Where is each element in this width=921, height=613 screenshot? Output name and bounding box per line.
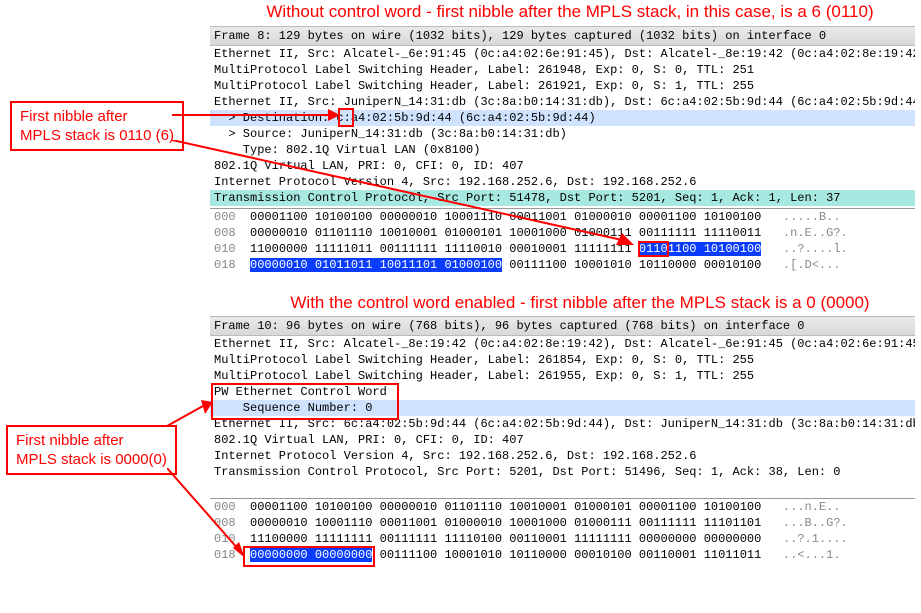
hex-row[interactable]: 008 00000010 01101110 10010001 01000101 … <box>210 225 915 241</box>
hex-bits-inv: 1100 10100100 <box>668 242 762 256</box>
hex-ascii: .n.E..G?. <box>783 226 848 240</box>
proto-line[interactable]: MultiProtocol Label Switching Header, La… <box>210 368 915 384</box>
callout-line: MPLS stack is 0110 (6) <box>20 127 174 144</box>
hex-bits-inv: 00000000 00000000 <box>250 548 372 562</box>
proto-line[interactable]: MultiProtocol Label Switching Header, La… <box>210 62 915 78</box>
type-line[interactable]: Type: 802.1Q Virtual LAN (0x8100) <box>210 142 915 158</box>
frame-summary-2: Frame 10: 96 bytes on wire (768 bits), 9… <box>210 316 915 336</box>
hex-ascii: ...n.E.. <box>783 500 841 514</box>
cw-line[interactable]: PW Ethernet Control Word <box>210 384 915 400</box>
ip-line[interactable]: Internet Protocol Version 4, Src: 192.16… <box>210 448 915 464</box>
hex-row[interactable]: 018 00000010 01011011 10011101 01000100 … <box>210 257 915 273</box>
proto-line[interactable]: Ethernet II, Src: Alcatel-_8e:19:42 (0c:… <box>210 336 915 352</box>
hex-pane-2: 000 00001100 10100100 00000010 01101110 … <box>210 498 915 563</box>
hex-bits: 0000 00000000 <box>668 532 762 546</box>
hex-bits: 11100000 11111111 00111111 11110100 0011… <box>250 532 639 546</box>
hex-row[interactable]: 010 11000000 11111011 00111111 11110010 … <box>210 241 915 257</box>
callout-line: First nibble after <box>16 432 124 449</box>
hex-bits: 00000010 01101110 10010001 01000101 1000… <box>250 226 761 240</box>
ip-line[interactable]: Internet Protocol Version 4, Src: 192.16… <box>210 174 915 190</box>
source-line[interactable]: > Source: JuniperN_14:31:db (3c:8a:b0:14… <box>210 126 915 142</box>
hex-row[interactable]: 010 11100000 11111111 00111111 11110100 … <box>210 531 915 547</box>
hex-row[interactable]: 018 00000000 00000000 00111100 10001010 … <box>210 547 915 563</box>
nibble-highlight-2: 0000 <box>639 532 668 546</box>
proto-line[interactable]: Ethernet II, Src: JuniperN_14:31:db (3c:… <box>210 94 915 110</box>
nibble-highlight: 0110 <box>639 242 668 256</box>
seq-line[interactable]: Sequence Number: 0 <box>210 400 915 416</box>
hex-offset: 010 <box>214 532 236 546</box>
hex-bits: 00001100 10100100 00000010 01101110 1001… <box>250 500 761 514</box>
hex-bits: 00001100 10100100 00000010 10001110 0001… <box>250 210 761 224</box>
callout-line: First nibble after <box>20 108 128 125</box>
hex-ascii: .[.D<... <box>783 258 841 272</box>
hex-ascii: ..<...1. <box>783 548 841 562</box>
hex-ascii: .....B.. <box>783 210 841 224</box>
tcp-line[interactable]: Transmission Control Protocol, Src Port:… <box>210 464 915 480</box>
hex-row[interactable]: 008 00000010 10001110 00011001 01000010 … <box>210 515 915 531</box>
proto-line[interactable]: MultiProtocol Label Switching Header, La… <box>210 352 915 368</box>
hex-ascii: ..?....l. <box>783 242 848 256</box>
proto-line[interactable]: Ethernet II, Src: Alcatel-_6e:91:45 (0c:… <box>210 46 915 62</box>
hex-bits: 00111100 10001010 10110000 00010100 0011… <box>372 548 761 562</box>
vlan-line[interactable]: 802.1Q Virtual LAN, PRI: 0, CFI: 0, ID: … <box>210 158 915 174</box>
decode-pane-1: Frame 8: 129 bytes on wire (1032 bits), … <box>210 26 915 206</box>
hex-bits-inv: 00000010 01011011 10011101 01000100 <box>250 258 502 272</box>
hex-offset: 018 <box>214 548 236 562</box>
proto-line[interactable]: MultiProtocol Label Switching Header, La… <box>210 78 915 94</box>
destination-line[interactable]: > Destination: c:a4:02:5b:9d:44 (6c:a4:0… <box>210 110 915 126</box>
heading-top: Without control word - first nibble afte… <box>220 2 920 22</box>
hex-pane-1: 000 00001100 10100100 00000010 10001110 … <box>210 208 915 273</box>
heading-bottom: With the control word enabled - first ni… <box>250 293 910 313</box>
hex-ascii: ..?.1.... <box>783 532 848 546</box>
hex-bits: 00000010 10001110 00011001 01000010 1000… <box>250 516 761 530</box>
dest-prefix: > Destination: <box>214 111 336 125</box>
inner-eth-line[interactable]: Ethernet II, Src: 6c:a4:02:5b:9d:44 (6c:… <box>210 416 915 432</box>
hex-row[interactable]: 000 00001100 10100100 00000010 01101110 … <box>210 499 915 515</box>
callout-top: First nibble after MPLS stack is 0110 (6… <box>10 101 184 151</box>
callout-line: MPLS stack is 0000(0) <box>16 451 167 468</box>
dest-rest: c:a4:02:5b:9d:44 (6c:a4:02:5b:9d:44) <box>336 111 595 125</box>
callout-bottom: First nibble after MPLS stack is 0000(0) <box>6 425 177 475</box>
hex-bits: 11000000 11111011 00111111 11110010 0001… <box>250 242 639 256</box>
frame-summary-1: Frame 8: 129 bytes on wire (1032 bits), … <box>210 26 915 46</box>
vlan-line[interactable]: 802.1Q Virtual LAN, PRI: 0, CFI: 0, ID: … <box>210 432 915 448</box>
hex-offset: 008 <box>214 516 236 530</box>
hex-offset: 000 <box>214 500 236 514</box>
hex-offset: 000 <box>214 210 236 224</box>
hex-row[interactable]: 000 00001100 10100100 00000010 10001110 … <box>210 209 915 225</box>
hex-offset: 008 <box>214 226 236 240</box>
decode-pane-2: Frame 10: 96 bytes on wire (768 bits), 9… <box>210 316 915 480</box>
hex-bits: 00111100 10001010 10110000 00010100 <box>502 258 761 272</box>
hex-ascii: ...B..G?. <box>783 516 848 530</box>
hex-offset: 018 <box>214 258 236 272</box>
tcp-line[interactable]: Transmission Control Protocol, Src Port:… <box>210 190 915 206</box>
hex-offset: 010 <box>214 242 236 256</box>
